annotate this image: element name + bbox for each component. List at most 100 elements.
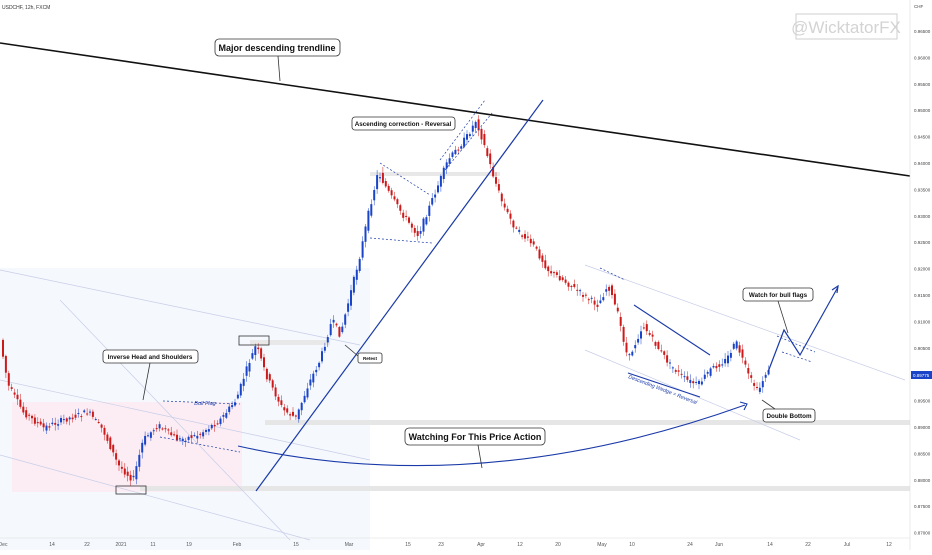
candle-body xyxy=(495,177,497,184)
candle-body xyxy=(460,146,463,149)
candle-body xyxy=(219,418,222,425)
candle-body xyxy=(228,406,231,413)
candle-body xyxy=(654,342,657,346)
candle-body xyxy=(660,350,663,352)
candle-body xyxy=(303,395,306,403)
candle-body xyxy=(207,429,210,432)
candle-body xyxy=(434,194,437,198)
candle-body xyxy=(184,440,187,442)
candle-body xyxy=(193,435,196,437)
time-tick-label: 14 xyxy=(49,542,55,548)
candle-body xyxy=(503,203,506,208)
candle-body xyxy=(309,379,312,386)
candle-body xyxy=(587,299,590,301)
candle-body xyxy=(489,153,492,165)
candle-body xyxy=(22,406,25,413)
price-tick-label: 0.88000 xyxy=(914,478,931,483)
candle-body xyxy=(202,432,205,437)
candle-body xyxy=(19,399,22,407)
time-tick-label: Mar xyxy=(345,542,354,548)
currency-label: CHF xyxy=(914,4,923,9)
svg-text:@WicktatorFX: @WicktatorFX xyxy=(791,18,901,37)
candle-body xyxy=(570,286,573,288)
candle-body xyxy=(448,158,451,164)
candle-body xyxy=(622,326,625,342)
time-tick-label: May xyxy=(597,542,607,548)
candle-body xyxy=(437,185,439,193)
channel-line xyxy=(0,379,371,461)
candle-body xyxy=(271,380,274,388)
candle-body xyxy=(524,234,526,239)
candle-body xyxy=(555,272,558,275)
candle-body xyxy=(712,366,715,368)
svg-text:Retest: Retest xyxy=(363,356,378,361)
candle-body xyxy=(497,184,500,191)
candle-body xyxy=(100,424,103,428)
candle-body xyxy=(248,363,251,372)
candle-body xyxy=(602,297,605,301)
time-tick-label: 11 xyxy=(150,542,155,548)
candle-body xyxy=(445,162,448,169)
candle-body xyxy=(706,372,709,374)
candle-body xyxy=(86,413,89,415)
candle-body xyxy=(576,289,579,291)
candle-body xyxy=(164,428,167,430)
candle-body xyxy=(509,213,512,219)
candle-body xyxy=(483,134,486,146)
candle-body xyxy=(83,410,86,413)
candle-body xyxy=(584,294,587,296)
candle-body xyxy=(451,152,454,157)
candle-body xyxy=(141,442,144,453)
candle-body xyxy=(515,227,518,229)
candle-body xyxy=(216,423,219,425)
time-tick-label: 23 xyxy=(438,542,444,548)
candle-body xyxy=(544,260,547,269)
symbol-header: USDCHF, 12h, FXCM xyxy=(2,5,50,11)
candle-body xyxy=(170,432,173,436)
candle-body xyxy=(399,205,402,211)
candle-body xyxy=(205,430,207,432)
candles xyxy=(2,115,770,486)
pattern-dash-line xyxy=(379,162,431,196)
time-tick-label: 2021 xyxy=(115,542,126,548)
candle-body xyxy=(663,351,666,355)
callout-major-trendline: Major descending trendline xyxy=(214,38,341,82)
price-axis: CHF 0.96500 0.96000 0.95500 0.95000 0.94500 0… xyxy=(909,0,932,550)
candle-body xyxy=(425,217,428,225)
pattern-dash-line xyxy=(444,111,494,171)
candle-body xyxy=(118,460,120,466)
candle-body xyxy=(698,380,700,385)
major-trendline[interactable] xyxy=(0,42,911,177)
candle-body xyxy=(454,149,457,155)
candle-body xyxy=(231,405,234,408)
candle-body xyxy=(677,370,680,372)
support-band xyxy=(265,420,910,425)
time-tick-label: 24 xyxy=(687,542,693,548)
candle-body xyxy=(68,417,71,420)
candle-body xyxy=(350,290,352,306)
time-tick-label: 22 xyxy=(805,542,811,548)
candle-body xyxy=(758,387,761,392)
callout-bull-flags: Watch for bull flags xyxy=(742,287,814,334)
projection-path xyxy=(767,286,839,373)
candle-body xyxy=(439,175,442,187)
pattern-dash-line xyxy=(599,267,626,281)
pattern-dash-line xyxy=(439,99,486,161)
candle-body xyxy=(480,128,483,140)
candle-body xyxy=(747,368,750,374)
candle-body xyxy=(161,428,164,430)
ascending-trendline[interactable] xyxy=(255,99,544,492)
candle-body xyxy=(613,293,616,305)
candle-body xyxy=(579,290,582,292)
candle-body xyxy=(48,426,51,428)
price-tick-label: 0.91000 xyxy=(914,319,931,324)
candle-body xyxy=(619,316,622,326)
candle-body xyxy=(616,307,619,312)
candle-body xyxy=(318,362,321,368)
time-tick-label: 10 xyxy=(629,542,635,548)
candle-body xyxy=(492,166,495,177)
wedge-upper-line[interactable] xyxy=(633,304,711,356)
wedge-lower-line[interactable] xyxy=(627,372,701,398)
